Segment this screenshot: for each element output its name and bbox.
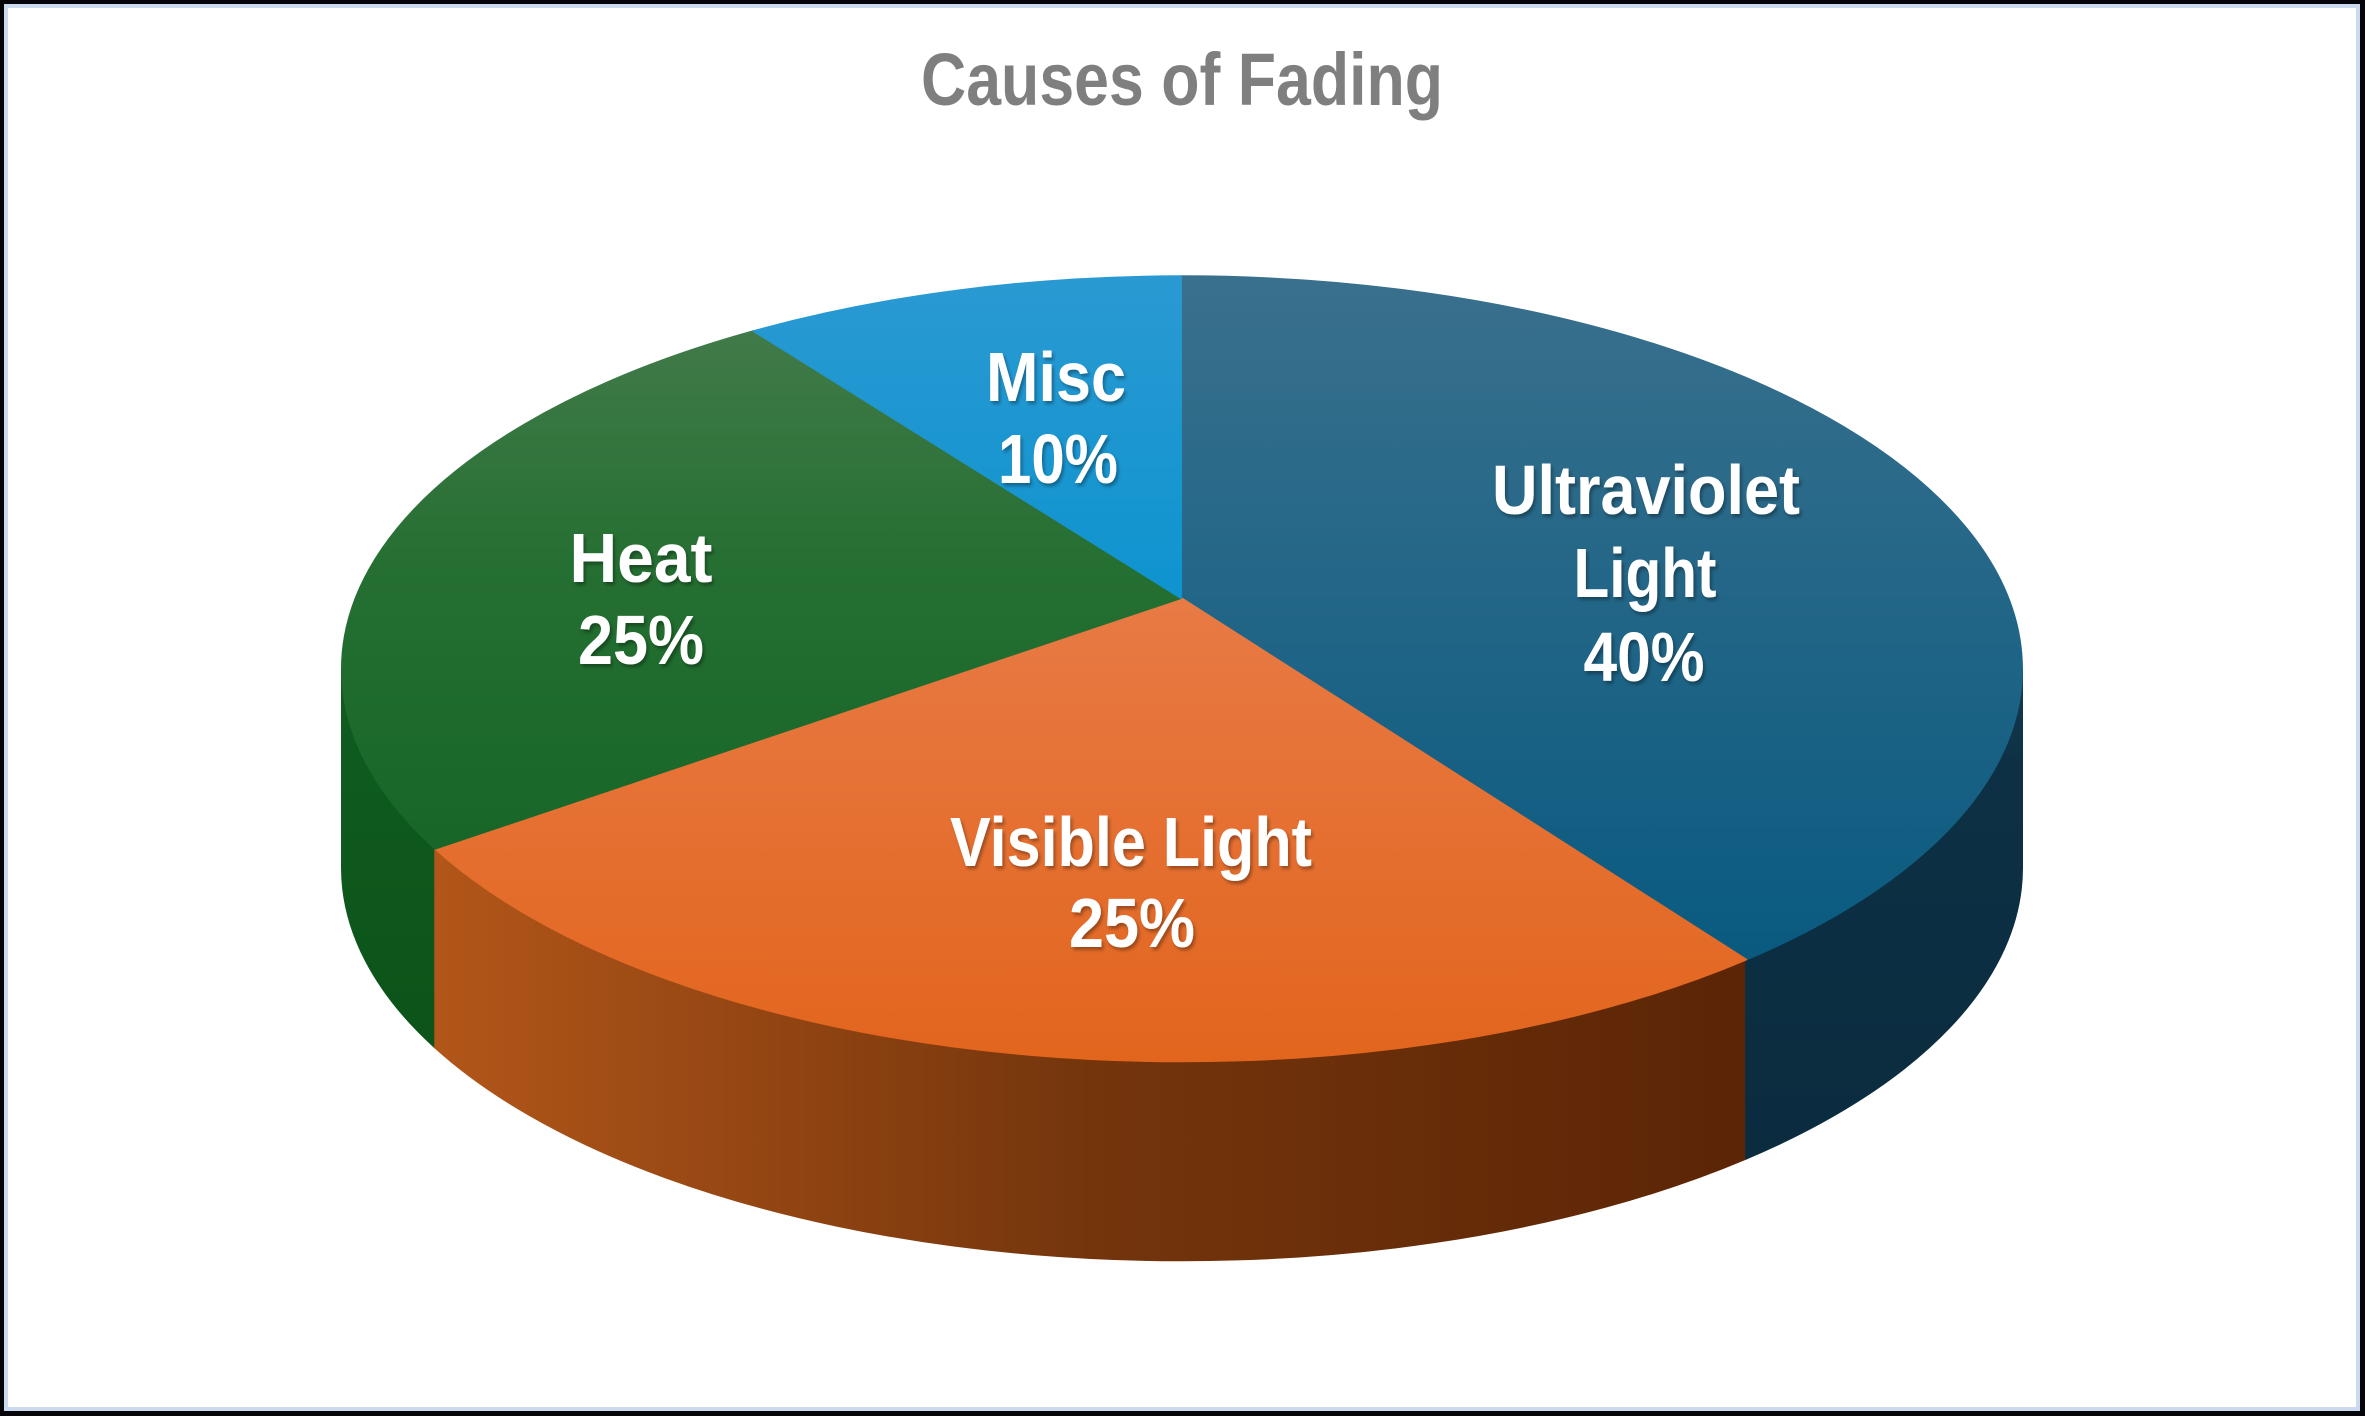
svg-text:Misc: Misc — [986, 338, 1126, 416]
svg-text:Causes of Fading: Causes of Fading — [921, 38, 1443, 121]
svg-text:10%: 10% — [998, 420, 1118, 498]
svg-text:Visible Light: Visible Light — [950, 803, 1312, 881]
svg-text:Heat: Heat — [570, 519, 713, 597]
svg-text:Light: Light — [1574, 534, 1717, 612]
svg-text:40%: 40% — [1584, 618, 1705, 696]
svg-text:Ultraviolet: Ultraviolet — [1492, 451, 1800, 529]
svg-text:25%: 25% — [1069, 884, 1195, 962]
svg-text:25%: 25% — [578, 601, 704, 679]
